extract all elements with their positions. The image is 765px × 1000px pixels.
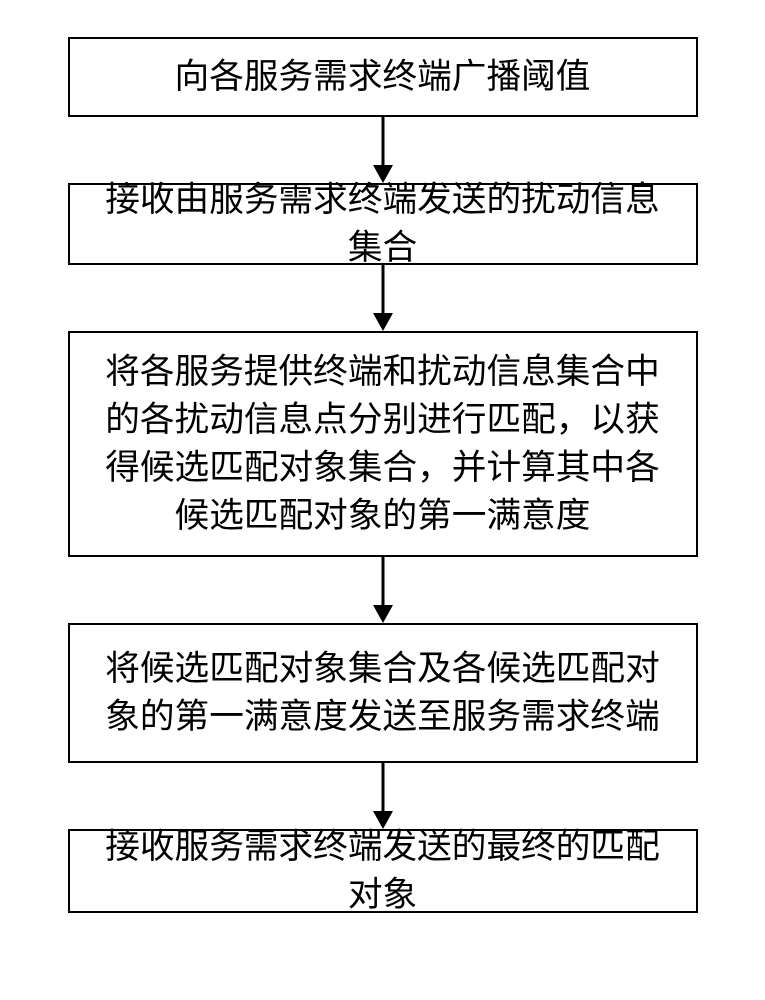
flow-node-text: 向各服务需求终端广播阈值: [175, 53, 591, 101]
arrow: [0, 557, 765, 623]
flow-node-n1: 向各服务需求终端广播阈值: [68, 37, 698, 117]
flow-node-text: 将各服务提供终端和扰动信息集合中的各扰动信息点分别进行匹配，以获得候选匹配对象集…: [90, 348, 676, 540]
flow-node-n3: 将各服务提供终端和扰动信息集合中的各扰动信息点分别进行匹配，以获得候选匹配对象集…: [68, 331, 698, 557]
flow-node-n5: 接收服务需求终端发送的最终的匹配对象: [68, 829, 698, 913]
flow-node-text: 接收由服务需求终端发送的扰动信息集合: [90, 176, 676, 272]
flow-node-text: 接收服务需求终端发送的最终的匹配对象: [90, 823, 676, 919]
flow-node-n2: 接收由服务需求终端发送的扰动信息集合: [68, 183, 698, 265]
flowchart-container: 向各服务需求终端广播阈值接收由服务需求终端发送的扰动信息集合将各服务提供终端和扰…: [0, 0, 765, 1000]
arrow: [0, 117, 765, 183]
flow-node-text: 将候选匹配对象集合及各候选匹配对象的第一满意度发送至服务需求终端: [90, 645, 676, 741]
arrow: [0, 763, 765, 829]
flow-node-n4: 将候选匹配对象集合及各候选匹配对象的第一满意度发送至服务需求终端: [68, 623, 698, 763]
arrow: [0, 265, 765, 331]
